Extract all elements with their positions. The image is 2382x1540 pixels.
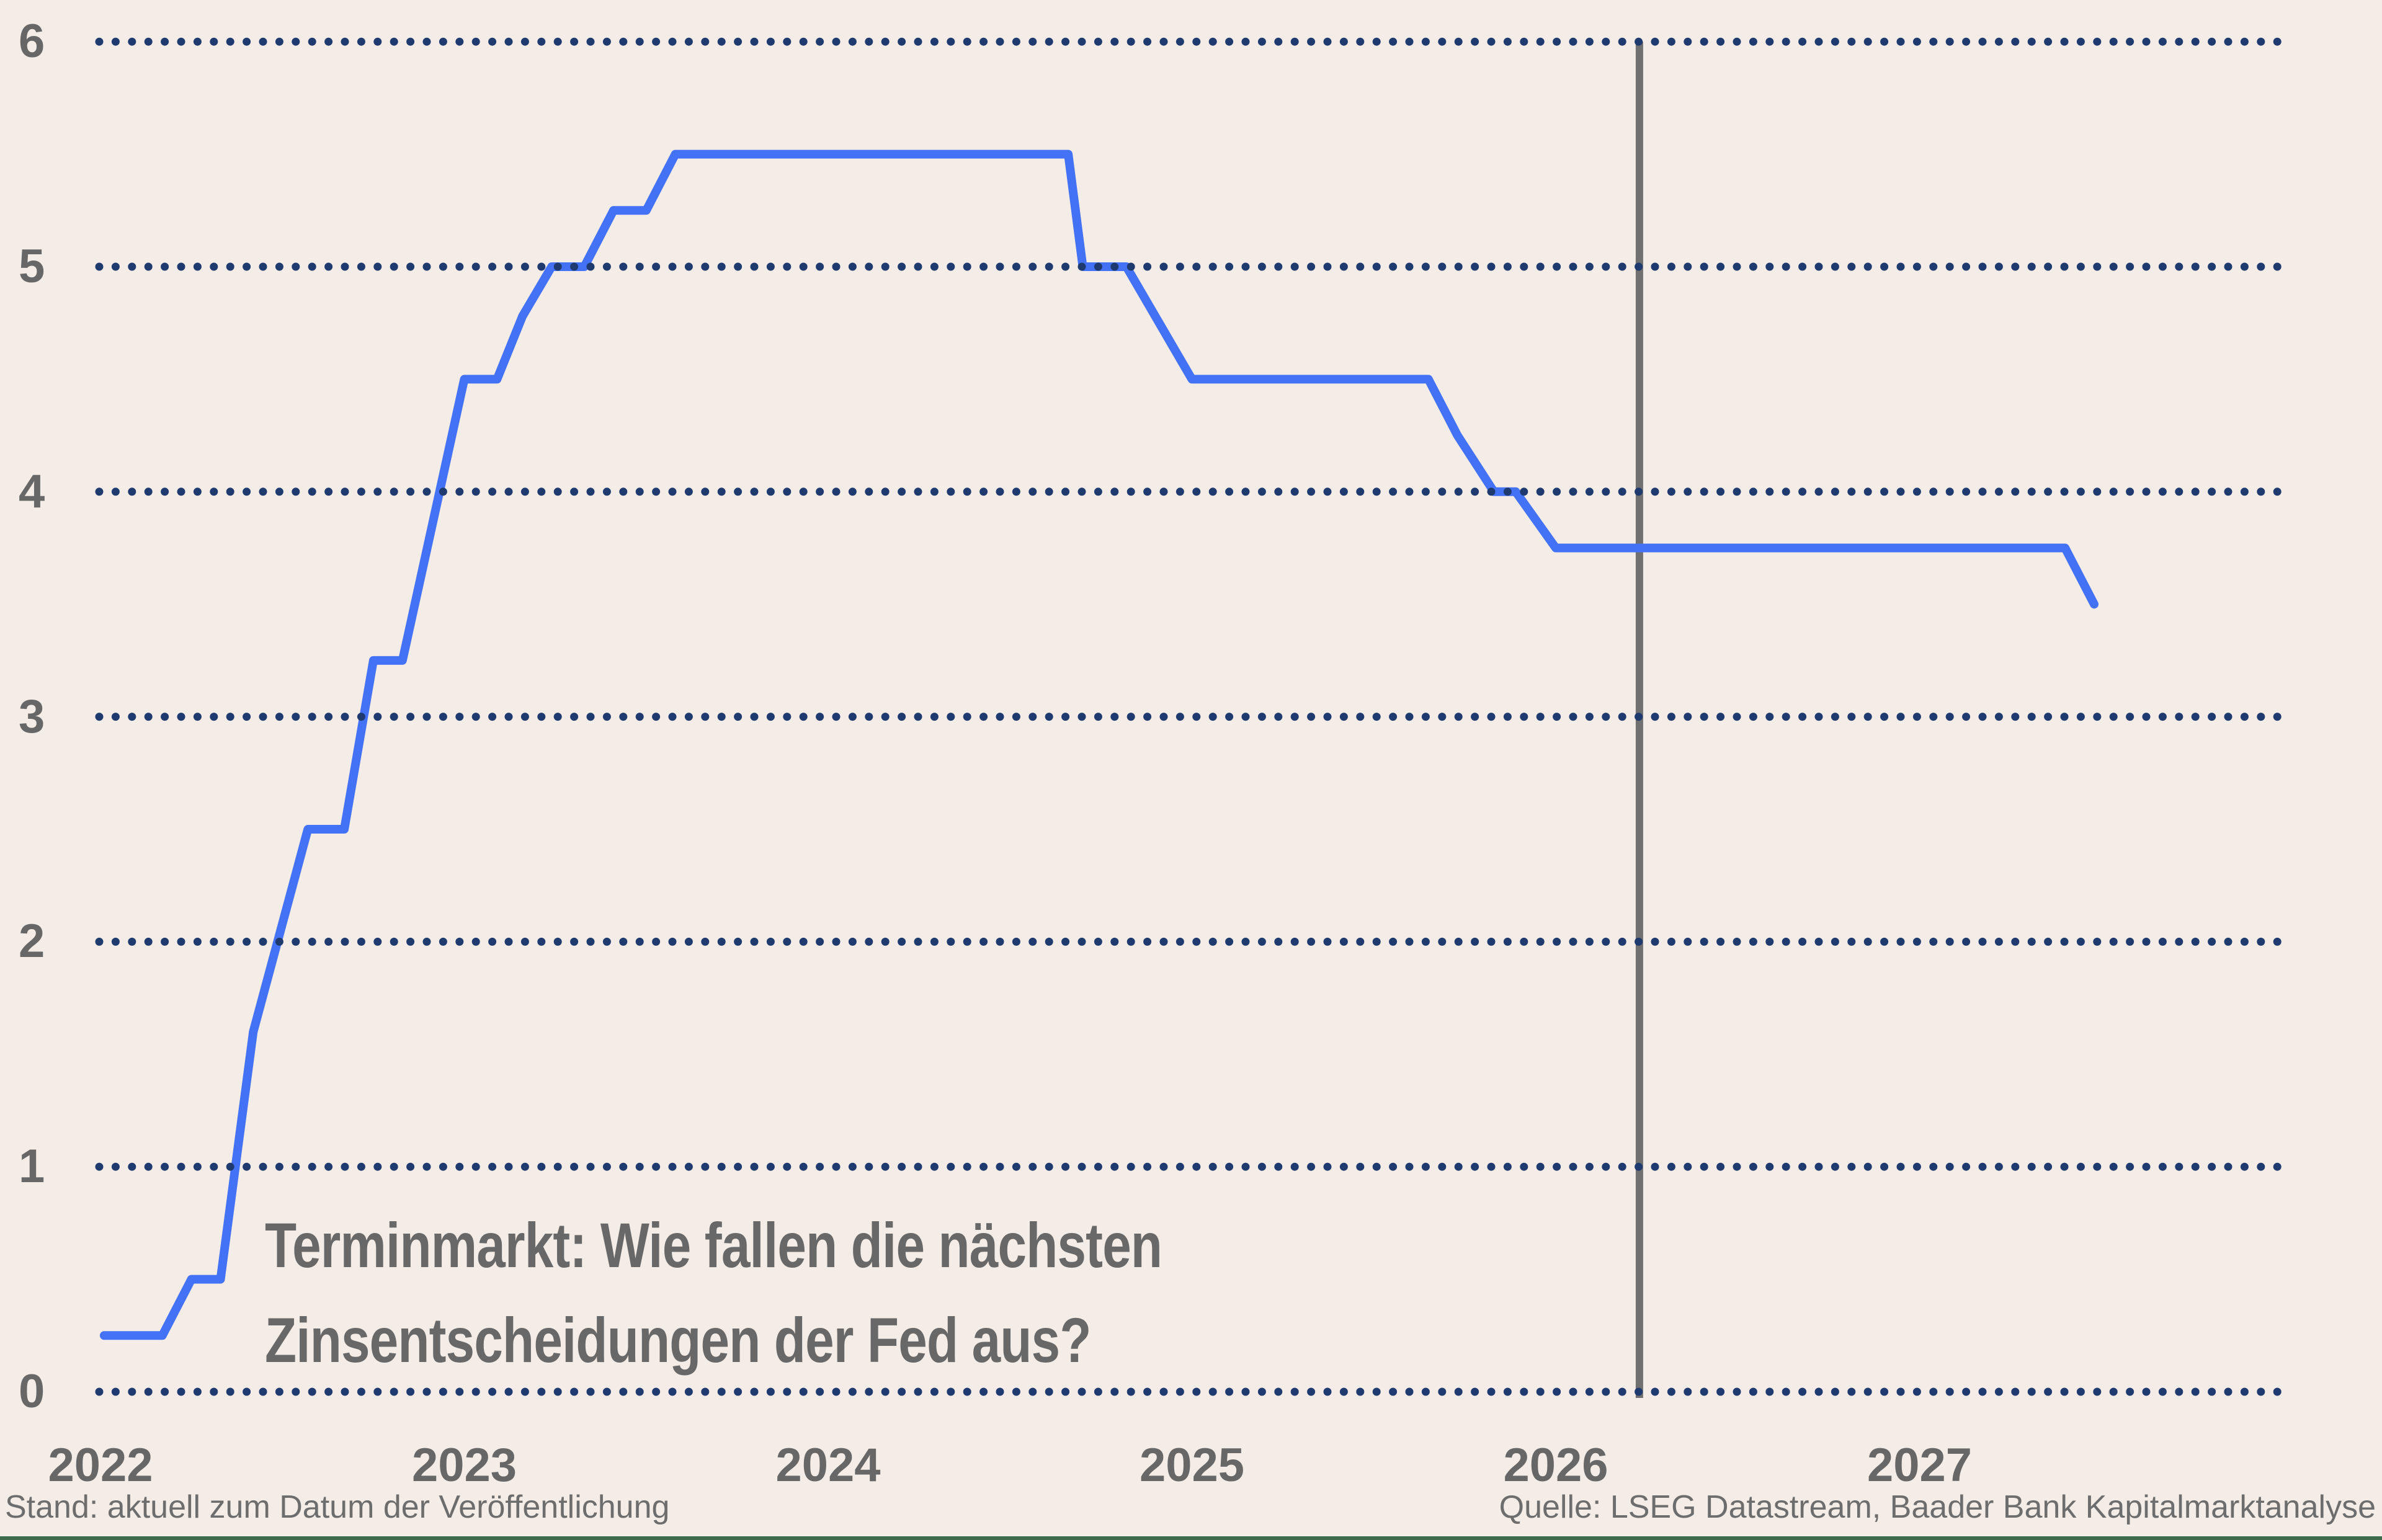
x-tick-label-2022: 2022: [48, 1439, 153, 1492]
chart-title-line-1: Terminmarkt: Wie fallen die nächsten: [265, 1210, 1162, 1281]
x-tick-label-2027: 2027: [1867, 1439, 1973, 1492]
y-tick-label-5: 5: [19, 240, 45, 293]
chart-title-line-2: Zinsentscheidungen der Fed aus?: [265, 1305, 1091, 1376]
x-tick-label-2026: 2026: [1503, 1439, 1608, 1492]
y-tick-label-0: 0: [19, 1365, 45, 1418]
footnote-stand: Stand: aktuell zum Datum der Veröffentli…: [5, 1489, 670, 1525]
y-tick-label-3: 3: [19, 690, 45, 743]
fed-rate-line: [99, 149, 2099, 1340]
footnote-quelle: Quelle: LSEG Datastream, Baader Bank Kap…: [1499, 1489, 2376, 1525]
y-tick-label-4: 4: [19, 465, 45, 518]
y-tick-label-6: 6: [19, 15, 45, 68]
bottom-accent-bar: [0, 1536, 2382, 1540]
x-tick-label-2024: 2024: [775, 1439, 881, 1492]
x-tick-label-2025: 2025: [1139, 1439, 1245, 1492]
y-tick-label-1: 1: [19, 1140, 45, 1193]
x-tick-label-2023: 2023: [411, 1439, 517, 1492]
y-tick-label-2: 2: [19, 915, 45, 968]
